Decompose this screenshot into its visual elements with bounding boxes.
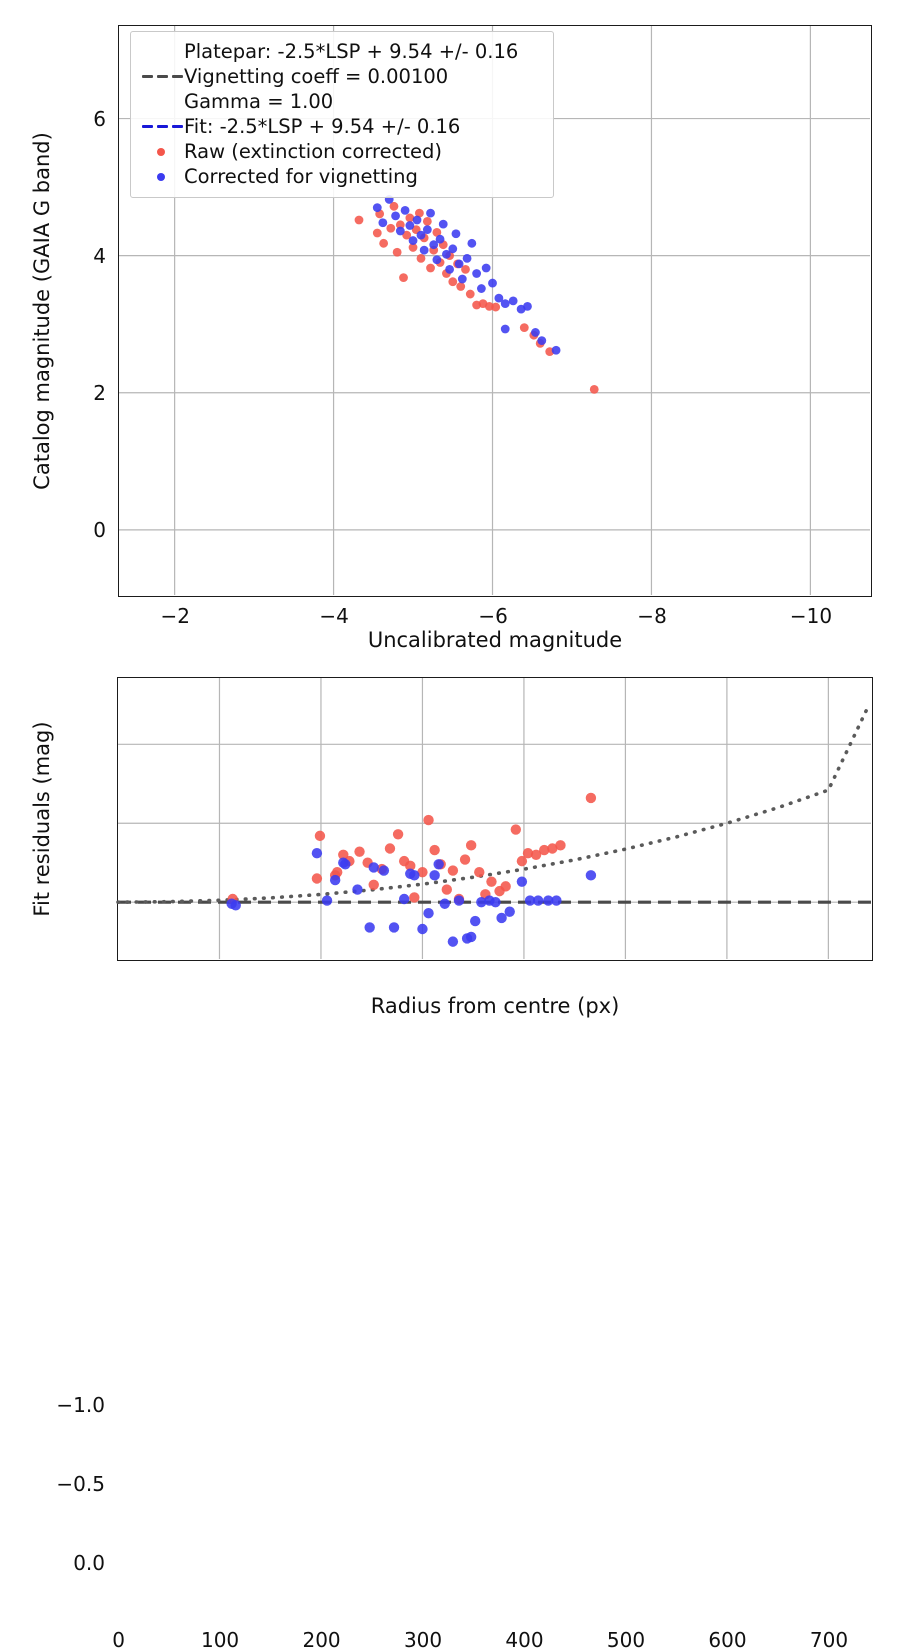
residuals-plot-frame (116, 677, 873, 961)
y-tick-label: −0.5 (56, 1471, 105, 1496)
calibration-legend: Platepar: -2.5*LSP + 9.54 +/- 0.16 Vigne… (130, 31, 554, 198)
residuals-x-axis-title: Radius from centre (px) (370, 994, 620, 1018)
x-tick-label: 400 (505, 1628, 544, 1652)
legend-key-blank-2 (140, 89, 184, 114)
legend-entry-raw: Raw (extinction corrected) (140, 139, 542, 164)
legend-key-dashed-blue-line (140, 114, 184, 139)
y-tick-label: 4 (93, 244, 106, 269)
residuals-plot-svg (116, 678, 871, 959)
legend-label-corrected: Corrected for vignetting (184, 165, 418, 188)
calibration-x-axis-title: Uncalibrated magnitude (367, 628, 623, 652)
residuals-panel: 0 100 200 300 400 500 600 700 0.0 −0.5 −1.0 Radiu… (0, 660, 900, 1652)
series-corrected-for-vignetting (372, 195, 561, 355)
series-corrected-for-vignetting (226, 848, 597, 947)
legend-key-blue-marker (140, 164, 184, 189)
dashed-blue-swatch (142, 125, 183, 129)
y-tick-label: 0 (93, 518, 106, 543)
legend-label-raw: Raw (extinction corrected) (184, 140, 442, 163)
legend-label-vignetting-coeff: Vignetting coeff = 0.00100 (184, 65, 449, 88)
legend-entry-vignetting-coeff: Vignetting coeff = 0.00100 (140, 64, 542, 89)
x-tick-label: −2 (160, 604, 190, 628)
legend-entry-gamma: Gamma = 1.00 (140, 89, 542, 114)
red-dot-swatch (157, 148, 165, 156)
legend-entry-fit: Fit: -2.5*LSP + 9.54 +/- 0.16 (140, 114, 542, 139)
y-tick-label: −1.0 (56, 1392, 105, 1417)
y-tick-label: 0.0 (73, 1550, 105, 1575)
series-raw-extinction-corrected- (227, 792, 597, 905)
x-tick-label: −4 (319, 604, 349, 628)
legend-key-red-marker (140, 139, 184, 164)
legend-key-dashed-grey-line (140, 64, 184, 89)
y-tick-label: 2 (93, 381, 106, 406)
x-tick-label: −6 (478, 604, 508, 628)
x-tick-label: 300 (403, 1628, 443, 1652)
x-tick-label: 0 (112, 1628, 125, 1652)
legend-label-fit: Fit: -2.5*LSP + 9.54 +/- 0.16 (184, 115, 461, 138)
x-tick-label: 700 (809, 1628, 849, 1652)
x-tick-label: −10 (789, 604, 833, 628)
legend-key-blank (140, 39, 184, 64)
x-tick-label: 500 (606, 1628, 646, 1652)
legend-label-platepar: Platepar: -2.5*LSP + 9.54 +/- 0.16 (184, 40, 519, 63)
legend-entry-corrected: Corrected for vignetting (140, 164, 542, 189)
legend-label-gamma: Gamma = 1.00 (184, 90, 334, 113)
legend-entry-platepar: Platepar: -2.5*LSP + 9.54 +/- 0.16 (140, 39, 542, 64)
residuals-y-axis-title: Fit residuals (mag) (30, 721, 54, 917)
x-tick-label: 600 (708, 1628, 747, 1652)
x-tick-label: 100 (200, 1628, 240, 1652)
y-tick-label: 6 (93, 107, 106, 132)
dashed-grey-swatch (142, 75, 183, 79)
x-tick-label: −8 (637, 604, 667, 628)
blue-dot-swatch (157, 173, 165, 181)
calibration-y-axis-title: Catalog magnitude (GAIA G band) (30, 132, 54, 490)
series-raw-extinction-corrected- (354, 201, 599, 394)
x-tick-label: 200 (302, 1628, 341, 1652)
